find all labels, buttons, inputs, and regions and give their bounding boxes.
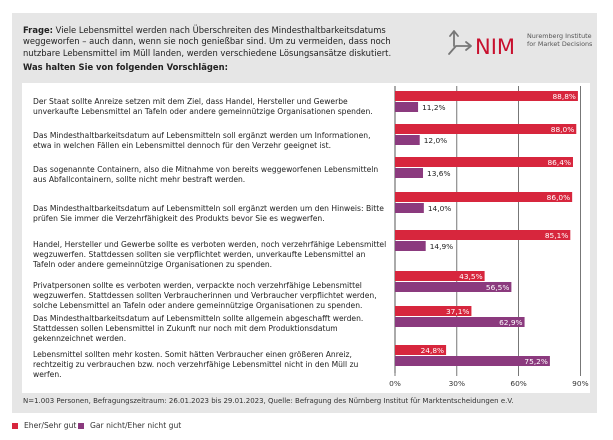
category-label: Der Staat sollte Anreize setzen mit dem … [33,97,373,116]
data-label-negative: 14,0% [428,204,451,213]
data-label-positive: 86,4% [547,158,570,167]
bar-negative [395,241,426,251]
legend-swatch-positive [12,422,18,429]
split-arrows-icon: NIM [448,30,515,59]
category-label: Das Mindesthaltbarkeitsdatum auf Lebensm… [33,131,371,150]
data-label-negative: 11,2% [422,103,445,112]
data-label-positive: 24,8% [421,346,444,355]
bar-negative [395,317,525,327]
nim-logo: NIM [444,24,584,64]
legend-item-positive: Eher/Sehr gut [12,421,76,430]
question-text: Frage: Viele Lebensmittel werden nach Üb… [23,25,423,59]
data-label-negative: 56,5% [486,283,509,292]
data-label-positive: 43,5% [459,272,482,281]
logo-line-1: Nuremberg Institute [527,32,592,40]
category-label: Handel, Hersteller und Gewerbe sollte es… [33,240,387,269]
bar-negative [395,282,512,292]
bar-negative [395,135,420,145]
bar-chart: 0% 30% 60% 90% 88,8% 11,2% 88,0% 12,0% 86,4% 13,6… [389,86,589,388]
bar-positive [395,230,571,240]
legend-label-positive: Eher/Sehr gut [24,421,77,430]
bar-positive [395,345,447,355]
logo-line-2: for Market Decisions [527,40,593,49]
chart-panel: 0% 30% 60% 90% 88,8% 11,2% 88,0% 12,0% 86,4% 13,6… [22,83,590,393]
x-tick-label: 60% [510,379,526,388]
legend-item-negative: Gar nicht/Eher nicht gut [78,421,181,430]
data-label-negative: 75,2% [524,357,547,366]
category-label: Lebensmittel sollten mehr kosten. Somit … [33,350,359,379]
category-label: Das sogenannte Containern, also die Mitn… [33,165,379,184]
bar-positive [395,157,573,167]
bar-positive [395,124,577,134]
x-tick-label: 90% [572,379,588,388]
question-label: Frage: [23,25,53,35]
data-label-negative: 62,9% [499,318,522,327]
x-tick-label: 30% [449,379,465,388]
subquestion: Was halten Sie von folgenden Vorschlägen… [23,62,228,72]
data-label-positive: 37,1% [446,307,469,316]
legend-label-negative: Gar nicht/Eher nicht gut [90,421,182,430]
category-label: Privatpersonen sollte es verboten werden… [33,281,377,310]
bar-negative [395,168,424,178]
bar-positive [395,306,472,316]
category-label: Das Mindesthaltbarkeitsdatum auf Lebensm… [33,314,364,343]
x-tick-label: 0% [389,379,401,388]
data-label-negative: 12,0% [424,136,447,145]
bar-positive [395,271,485,281]
data-label-negative: 14,9% [430,242,453,251]
data-label-positive: 85,1% [545,231,568,240]
bar-positive [395,91,578,101]
data-label-negative: 13,6% [427,169,450,178]
data-label-positive: 88,0% [551,125,574,134]
question-body: Viele Lebensmittel werden nach Überschre… [23,25,392,58]
logo-mark: NIM [475,35,515,59]
bar-negative [395,102,419,112]
bar-negative [395,356,550,366]
legend-swatch-negative [78,422,84,429]
data-label-positive: 88,8% [552,92,575,101]
bar-positive [395,192,573,202]
logo-subtitle: Nuremberg Institute for Market Decisions [527,32,592,48]
category-label: Das Mindesthaltbarkeitsdatum auf Lebensm… [33,204,384,223]
bar-negative [395,203,424,213]
data-label-positive: 86,0% [547,193,570,202]
footnote: N=1.003 Personen, Befragungszeitraum: 26… [23,397,514,405]
